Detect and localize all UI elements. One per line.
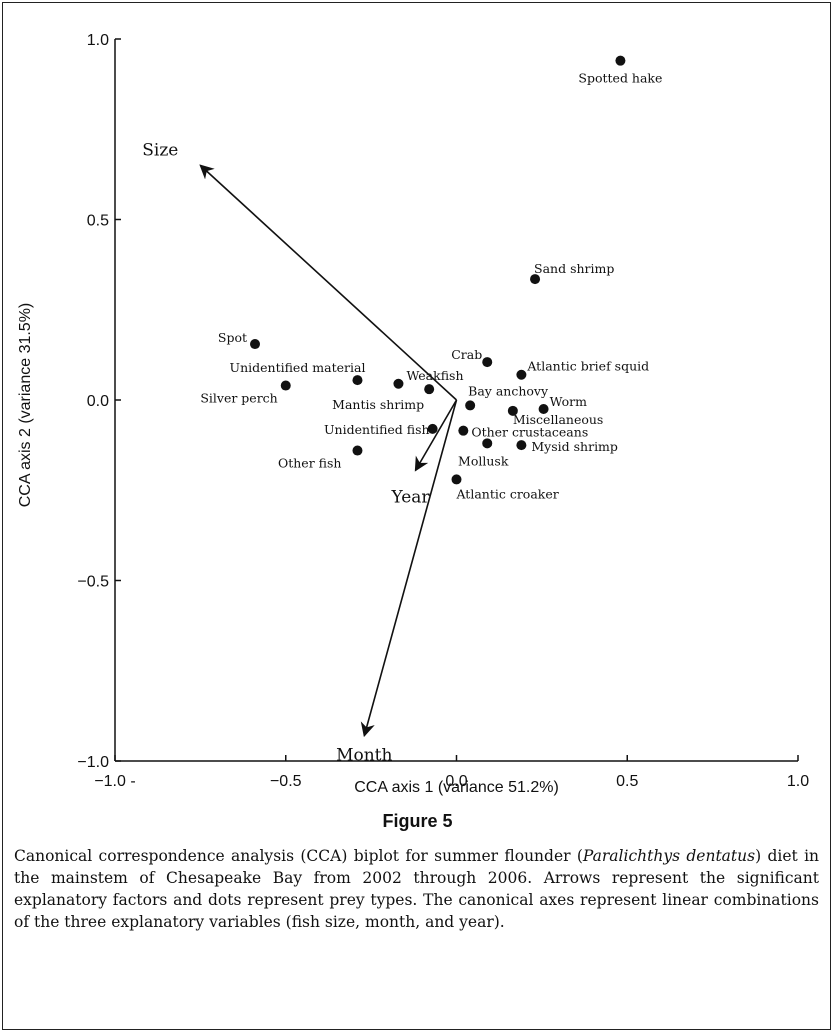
prey-point-unidentified-fish bbox=[427, 423, 438, 434]
prey-label-weakfish: Weakfish bbox=[406, 368, 463, 383]
prey-point-mantis-shrimp bbox=[424, 384, 435, 395]
prey-label-miscellaneous: Miscellaneous bbox=[513, 412, 604, 427]
vector-label-month: Month bbox=[336, 746, 392, 766]
y-tick-label: −0.5 bbox=[77, 574, 109, 591]
caption-species-name: Paralichthys dentatus bbox=[582, 847, 756, 865]
x-tick-label: 1.0 bbox=[787, 773, 809, 790]
vector-arrow-year bbox=[414, 399, 458, 472]
prey-point-spotted-hake bbox=[615, 55, 626, 66]
prey-label-bay-anchovy: Bay anchovy bbox=[468, 383, 549, 398]
prey-point-atlantic-croaker bbox=[451, 474, 462, 485]
caption-text-2: ) diet in the mainstem of Chesapeake Bay… bbox=[14, 847, 820, 931]
y-tick-label: 1.0 bbox=[87, 32, 109, 49]
x-tick-label: −1.0 - bbox=[94, 773, 135, 790]
vector-arrow-size bbox=[199, 164, 458, 401]
prey-label-worm: Worm bbox=[550, 394, 588, 409]
y-tick-label: 0.0 bbox=[87, 393, 109, 410]
prey-point-mysid-shrimp bbox=[516, 440, 527, 451]
prey-point-worm bbox=[538, 404, 549, 415]
y-axis-title: CCA axis 2 (variance 31.5%) bbox=[17, 303, 34, 508]
figure-title: Figure 5 bbox=[382, 811, 453, 831]
prey-point-sand-shrimp bbox=[530, 274, 541, 285]
prey-label-mollusk: Mollusk bbox=[458, 453, 509, 468]
prey-label-sand-shrimp: Sand shrimp bbox=[534, 261, 614, 276]
prey-label-other-crustaceans: Other crustaceans bbox=[471, 425, 588, 440]
prey-label-unidentified-fish: Unidentified fish bbox=[324, 422, 430, 437]
prey-label-unidentified-material: Unidentified material bbox=[230, 360, 366, 375]
prey-point-other-crustaceans bbox=[458, 425, 469, 436]
prey-point-miscellaneous bbox=[507, 405, 518, 416]
x-tick-label: 0.0 bbox=[445, 773, 467, 790]
vector-label-year: Year bbox=[390, 487, 430, 507]
prey-label-spot: Spot bbox=[218, 330, 247, 345]
prey-label-crab: Crab bbox=[451, 347, 482, 362]
prey-label-mantis-shrimp: Mantis shrimp bbox=[332, 397, 424, 412]
cca-biplot: −1.0 −0.5 0.0 0.5 1.0 −1.0 - −0.5 0.0 0.5 1.0 CCA … bbox=[17, 32, 809, 796]
figure-caption: Canonical correspondence analysis (CCA) … bbox=[14, 845, 819, 933]
prey-label-spotted-hake: Spotted hake bbox=[578, 71, 662, 86]
prey-label-mysid-shrimp: Mysid shrimp bbox=[531, 439, 618, 454]
prey-point-atlantic-brief-squid bbox=[516, 369, 527, 380]
prey-label-silver-perch: Silver perch bbox=[200, 391, 277, 406]
y-tick-label: −1.0 bbox=[77, 754, 109, 771]
x-axis-title: CCA axis 1 (variance 51.2%) bbox=[354, 779, 559, 796]
vector-label-size: Size bbox=[142, 140, 178, 160]
vector-arrow-month bbox=[360, 399, 458, 738]
prey-point-bay-anchovy bbox=[465, 400, 476, 411]
prey-label-atlantic-brief-squid: Atlantic brief squid bbox=[526, 359, 649, 374]
x-tick-label: −0.5 bbox=[270, 773, 302, 790]
y-tick-label: 0.5 bbox=[87, 213, 109, 230]
prey-point-spot bbox=[250, 339, 261, 350]
prey-point-unidentified-material bbox=[352, 375, 363, 386]
prey-point-silver-perch bbox=[280, 380, 291, 391]
prey-point-mollusk bbox=[482, 438, 493, 449]
caption-text-1: Canonical correspondence analysis (CCA) … bbox=[14, 847, 583, 865]
x-tick-label: 0.5 bbox=[616, 773, 638, 790]
prey-point-other-fish bbox=[352, 445, 363, 456]
prey-label-other-fish: Other fish bbox=[278, 456, 341, 471]
prey-label-atlantic-croaker: Atlantic croaker bbox=[456, 486, 559, 501]
prey-point-crab bbox=[482, 357, 493, 368]
prey-point-weakfish bbox=[393, 378, 404, 389]
